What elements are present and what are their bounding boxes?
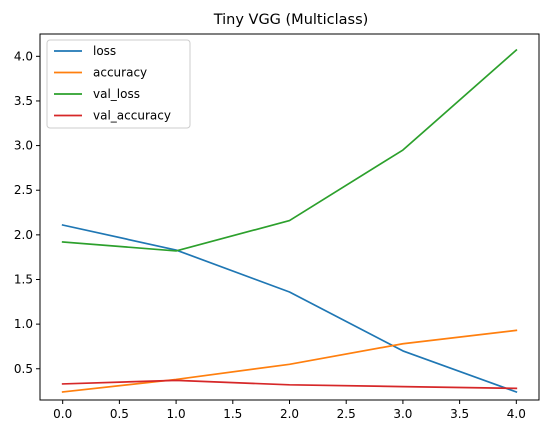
y-tick-label: 0.5 xyxy=(14,362,33,376)
legend-entry: loss xyxy=(54,44,116,58)
plot-area: 0.0 0.5 1.0 1.5 2.0 2.5 3.0 3.5 4.0 0.5 1.0 1.5 2.0… xyxy=(14,33,540,421)
legend-label: accuracy xyxy=(93,66,147,80)
x-tick-label: 1.0 xyxy=(167,407,186,421)
legend-entry: val_loss xyxy=(54,87,140,101)
legend-entry: val_accuracy xyxy=(54,109,171,123)
x-tick-label: 0.0 xyxy=(53,407,72,421)
x-tick-label: 4.0 xyxy=(507,407,526,421)
chart-title: Tiny VGG (Multiclass) xyxy=(213,12,369,28)
y-tick-label: 2.0 xyxy=(14,228,33,242)
x-axis: 0.0 0.5 1.0 1.5 2.0 2.5 3.0 3.5 4.0 xyxy=(53,400,526,421)
y-tick-label: 3.5 xyxy=(14,94,33,108)
legend-box xyxy=(46,39,191,129)
legend-entry: accuracy xyxy=(54,66,147,80)
x-tick-label: 3.0 xyxy=(393,407,412,421)
x-tick-label: 2.0 xyxy=(280,407,299,421)
legend-label: val_accuracy xyxy=(93,109,171,123)
y-axis: 0.5 1.0 1.5 2.0 2.5 3.0 3.5 4.0 xyxy=(14,49,40,376)
legend-label: val_loss xyxy=(93,87,140,101)
x-tick-label: 0.5 xyxy=(110,407,129,421)
x-tick-label: 3.5 xyxy=(450,407,469,421)
legend-label: loss xyxy=(93,44,116,58)
series-line-val-accuracy xyxy=(61,379,518,390)
series-line-loss xyxy=(61,224,518,394)
y-tick-label: 1.0 xyxy=(14,317,33,331)
series-layer xyxy=(61,48,518,394)
legend: loss accuracy val_loss val_accuracy xyxy=(46,39,191,129)
y-tick-label: 3.0 xyxy=(14,139,33,153)
x-tick-label: 1.5 xyxy=(223,407,242,421)
series-line-val-loss xyxy=(61,48,518,252)
y-tick-label: 1.5 xyxy=(14,272,33,286)
x-tick-label: 2.5 xyxy=(337,407,356,421)
series-line-accuracy xyxy=(61,329,518,393)
y-tick-label: 4.0 xyxy=(14,49,33,63)
y-tick-label: 2.5 xyxy=(14,183,33,197)
